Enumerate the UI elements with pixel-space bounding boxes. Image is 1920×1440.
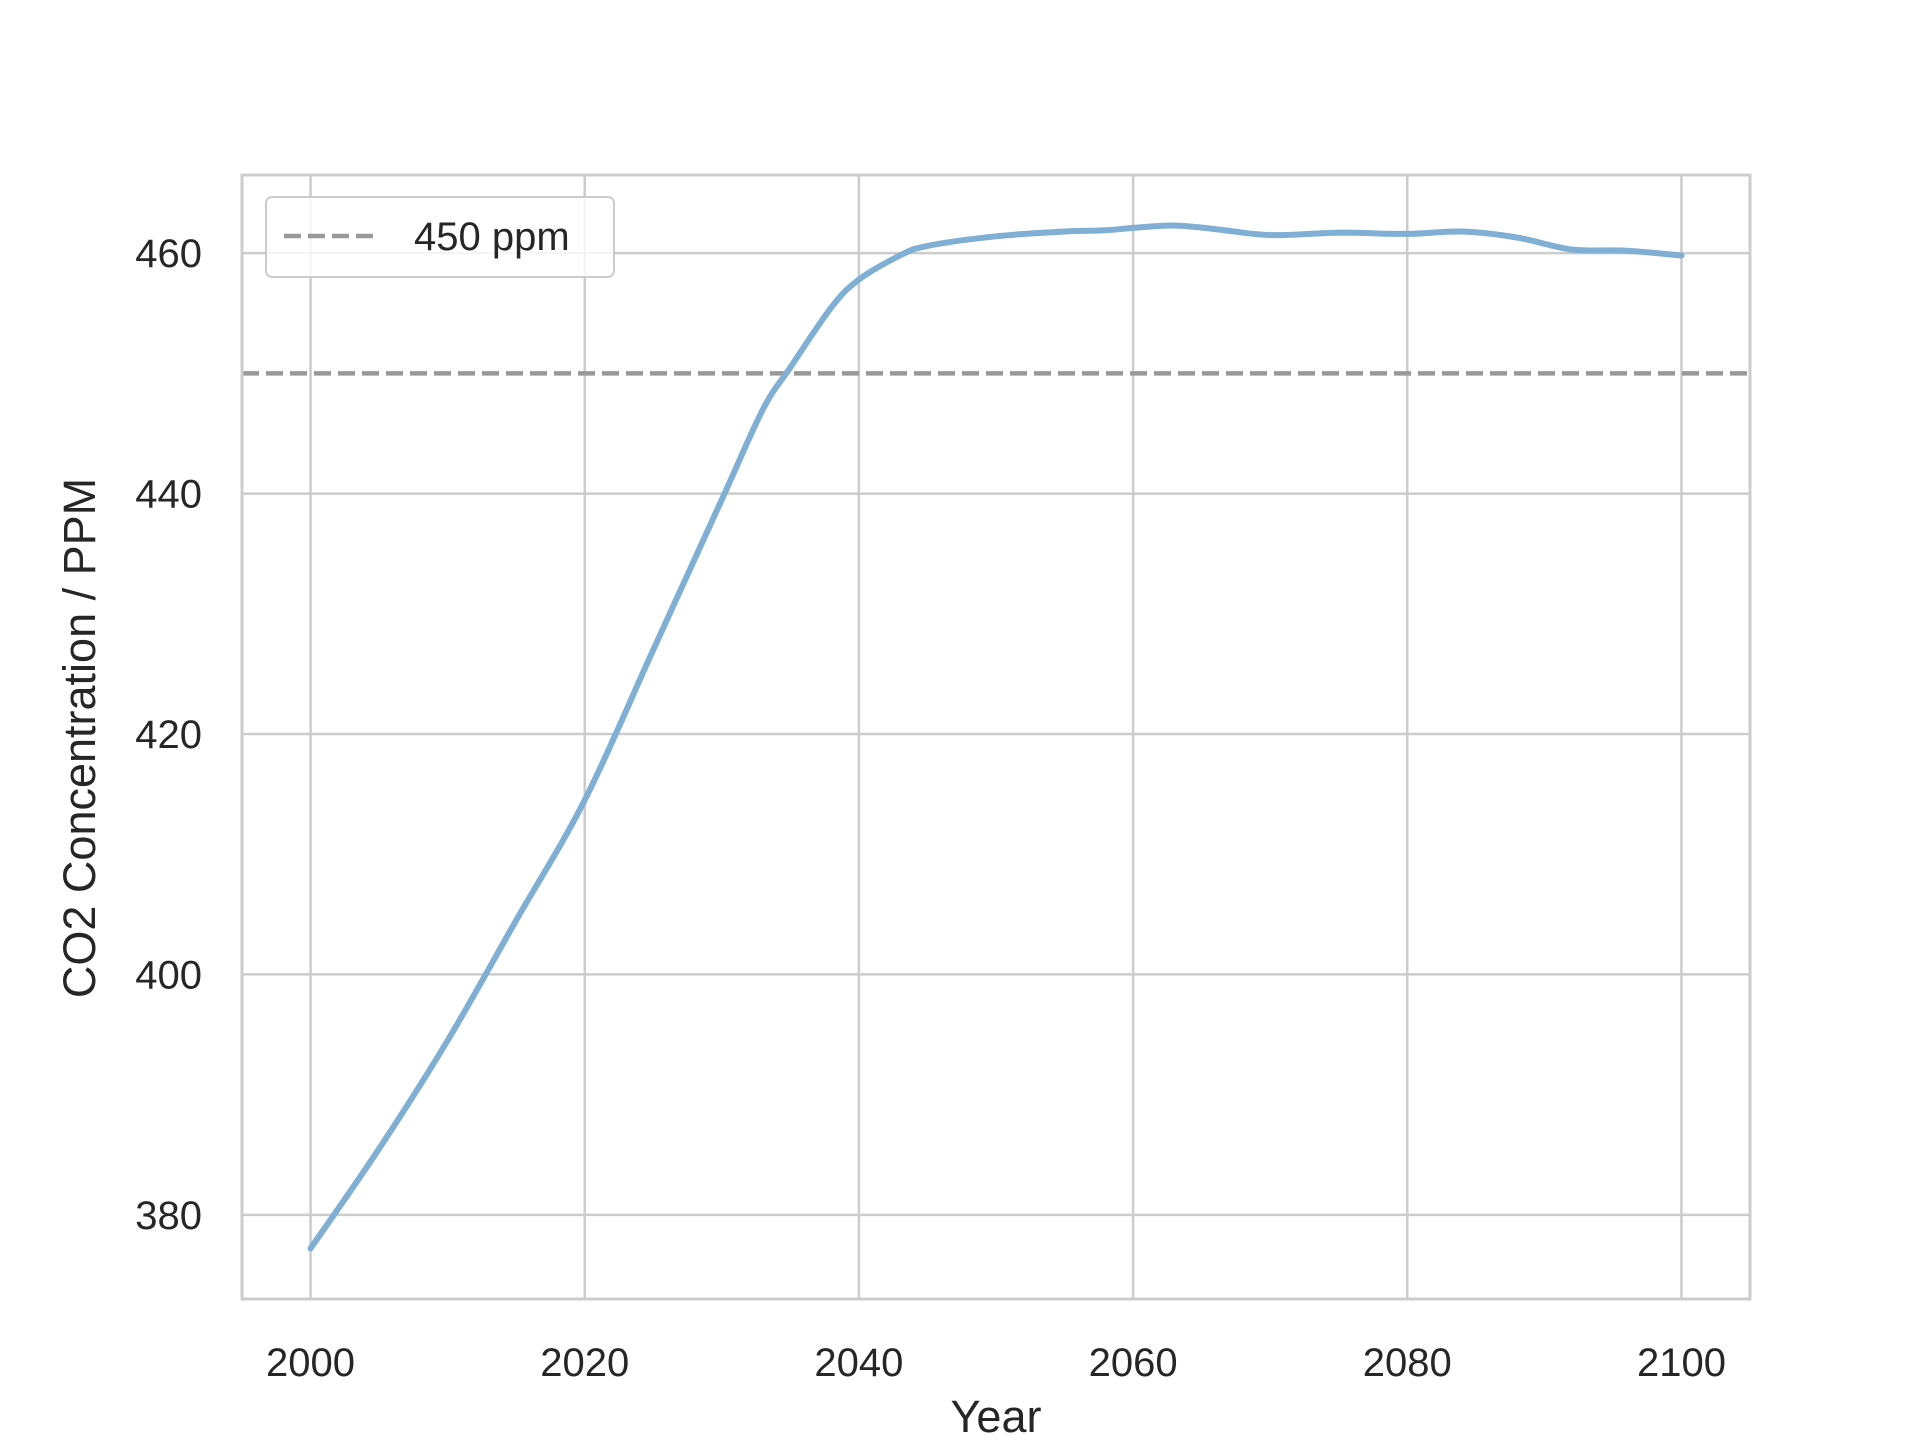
- y-tick-label-440: 440: [135, 473, 202, 517]
- x-gridlines: [309, 175, 1683, 1299]
- plot-frame: [240, 173, 1752, 1301]
- x-tick-label-2040: 2040: [814, 1341, 903, 1385]
- plot-area: [242, 175, 1750, 1299]
- y-tick-label-420: 420: [135, 713, 202, 757]
- legend-box: [265, 196, 615, 278]
- series-lines: [307, 222, 1685, 1252]
- y-tick-label-460: 460: [135, 232, 202, 276]
- x-tick-label-2080: 2080: [1363, 1341, 1452, 1385]
- series-line-0: [307, 222, 1685, 1252]
- x-tick-label-2100: 2100: [1637, 1341, 1726, 1385]
- x-tick-label-2020: 2020: [540, 1341, 629, 1385]
- legend: 450 ppm: [265, 196, 615, 278]
- y-tick-label-400: 400: [135, 953, 202, 997]
- x-tick-labels: 2000 2020 2040 2060 2080 2100: [266, 1341, 1726, 1385]
- x-tick-label-2000: 2000: [266, 1341, 355, 1385]
- y-axis-label: CO2 Concentration / PPM: [54, 478, 105, 998]
- x-tick-label-2060: 2060: [1089, 1341, 1178, 1385]
- y-tick-label-380: 380: [135, 1194, 202, 1238]
- y-tick-labels: 380 400 420 440 460: [135, 232, 202, 1238]
- x-axis-label: Year: [951, 1391, 1042, 1440]
- legend-label-450-ppm: 450 ppm: [414, 215, 570, 259]
